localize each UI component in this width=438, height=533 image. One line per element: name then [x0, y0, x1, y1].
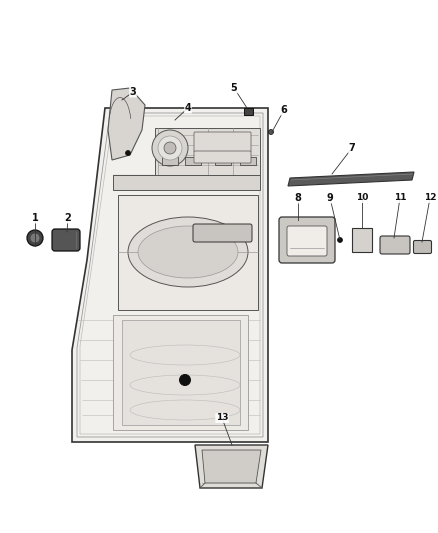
Circle shape — [27, 230, 43, 246]
FancyBboxPatch shape — [52, 229, 80, 251]
Polygon shape — [288, 172, 414, 186]
Bar — [352, 228, 372, 252]
Polygon shape — [118, 195, 258, 310]
Text: 4: 4 — [185, 103, 191, 113]
Polygon shape — [72, 108, 268, 442]
Ellipse shape — [138, 226, 238, 278]
Ellipse shape — [128, 217, 248, 287]
Text: 7: 7 — [349, 143, 355, 153]
Text: 6: 6 — [281, 105, 287, 115]
Polygon shape — [113, 315, 248, 430]
FancyBboxPatch shape — [287, 226, 327, 256]
Polygon shape — [195, 445, 268, 488]
Polygon shape — [108, 88, 145, 160]
Bar — [244, 108, 253, 115]
Polygon shape — [113, 175, 260, 190]
Text: 11: 11 — [394, 193, 406, 203]
Polygon shape — [122, 320, 240, 425]
Text: 1: 1 — [32, 213, 39, 223]
Text: 3: 3 — [130, 87, 136, 97]
Text: 10: 10 — [356, 193, 368, 203]
FancyBboxPatch shape — [380, 236, 410, 254]
Circle shape — [126, 150, 131, 156]
Circle shape — [338, 238, 343, 243]
Circle shape — [158, 136, 182, 160]
Text: 8: 8 — [295, 193, 301, 203]
FancyBboxPatch shape — [193, 224, 252, 242]
FancyBboxPatch shape — [279, 217, 335, 263]
Polygon shape — [155, 128, 260, 175]
FancyBboxPatch shape — [413, 240, 431, 254]
Text: 5: 5 — [231, 83, 237, 93]
Text: 9: 9 — [327, 193, 333, 203]
FancyBboxPatch shape — [194, 151, 251, 163]
Polygon shape — [202, 450, 261, 483]
Bar — [240, 157, 256, 165]
Circle shape — [268, 130, 273, 134]
Text: 13: 13 — [216, 414, 228, 423]
Circle shape — [31, 234, 39, 242]
Circle shape — [164, 142, 176, 154]
Text: 12: 12 — [424, 193, 436, 203]
Bar — [215, 157, 231, 165]
Text: 2: 2 — [65, 213, 71, 223]
Bar — [162, 157, 178, 165]
Bar — [185, 157, 201, 165]
Circle shape — [152, 130, 188, 166]
Circle shape — [180, 375, 191, 385]
FancyBboxPatch shape — [194, 132, 251, 152]
